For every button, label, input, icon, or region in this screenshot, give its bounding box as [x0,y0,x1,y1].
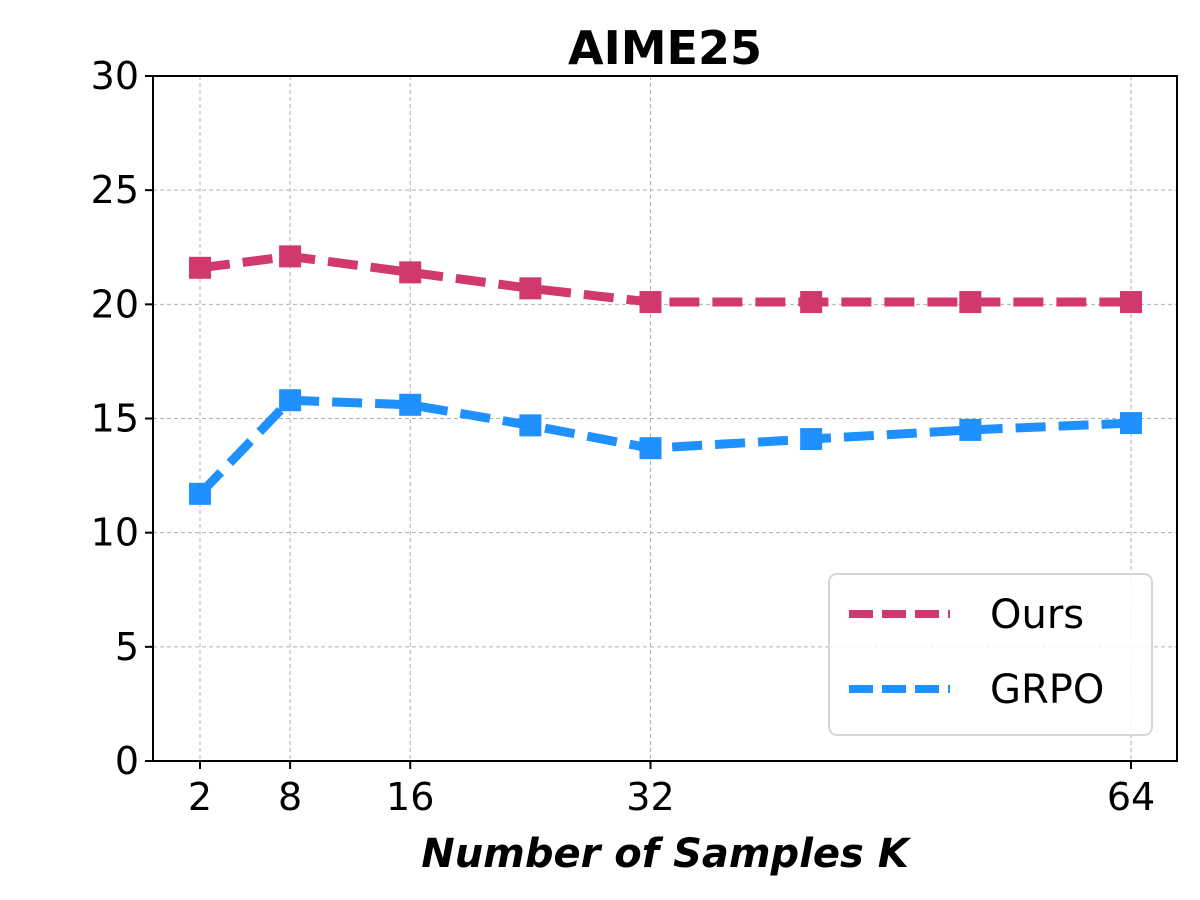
x-axis-ticks: 2 8 16 32 64 [188,761,1155,819]
data-point-marker [519,277,542,300]
series-line [199,251,1131,307]
legend-label-grpo: GRPO [990,667,1104,713]
y-tick-label: 15 [91,397,139,441]
x-tick-label: 16 [386,775,434,819]
y-tick-label: 10 [91,511,139,555]
grid-lines [153,76,1177,761]
x-tick-label: 32 [626,775,674,819]
data-point-marker [279,245,302,268]
series-grpo [189,389,1142,505]
data-point-marker [639,437,662,460]
data-point-marker [399,261,422,284]
legend: Ours GRPO [828,573,1153,736]
data-series [189,245,1142,505]
x-tick-label: 8 [278,775,302,819]
legend-box [828,573,1153,736]
y-tick-label: 25 [91,168,139,212]
x-tick-label: 2 [188,775,212,819]
x-axis-label: Number of Samples K [421,831,912,877]
data-point-marker [1120,412,1142,435]
data-point-marker [519,414,542,437]
data-point-marker [1120,291,1142,314]
data-point-marker [959,418,982,441]
x-tick-label: 64 [1107,775,1155,819]
y-tick-label: 0 [115,739,139,783]
data-point-marker [959,291,982,314]
series-line [196,395,1132,497]
y-axis-ticks: 0 5 10 15 20 25 30 [91,54,153,783]
data-point-marker [639,291,662,314]
data-point-marker [189,256,211,279]
y-tick-label: 20 [91,282,139,326]
series-ours [189,245,1142,314]
chart-title: AIME25 [568,21,762,75]
data-point-marker [399,393,422,416]
data-point-marker [189,482,211,505]
y-tick-label: 30 [91,54,139,98]
data-point-marker [279,389,302,412]
legend-label-ours: Ours [990,592,1084,638]
data-point-marker [800,291,823,314]
data-point-marker [800,428,823,451]
y-tick-label: 5 [115,625,139,669]
